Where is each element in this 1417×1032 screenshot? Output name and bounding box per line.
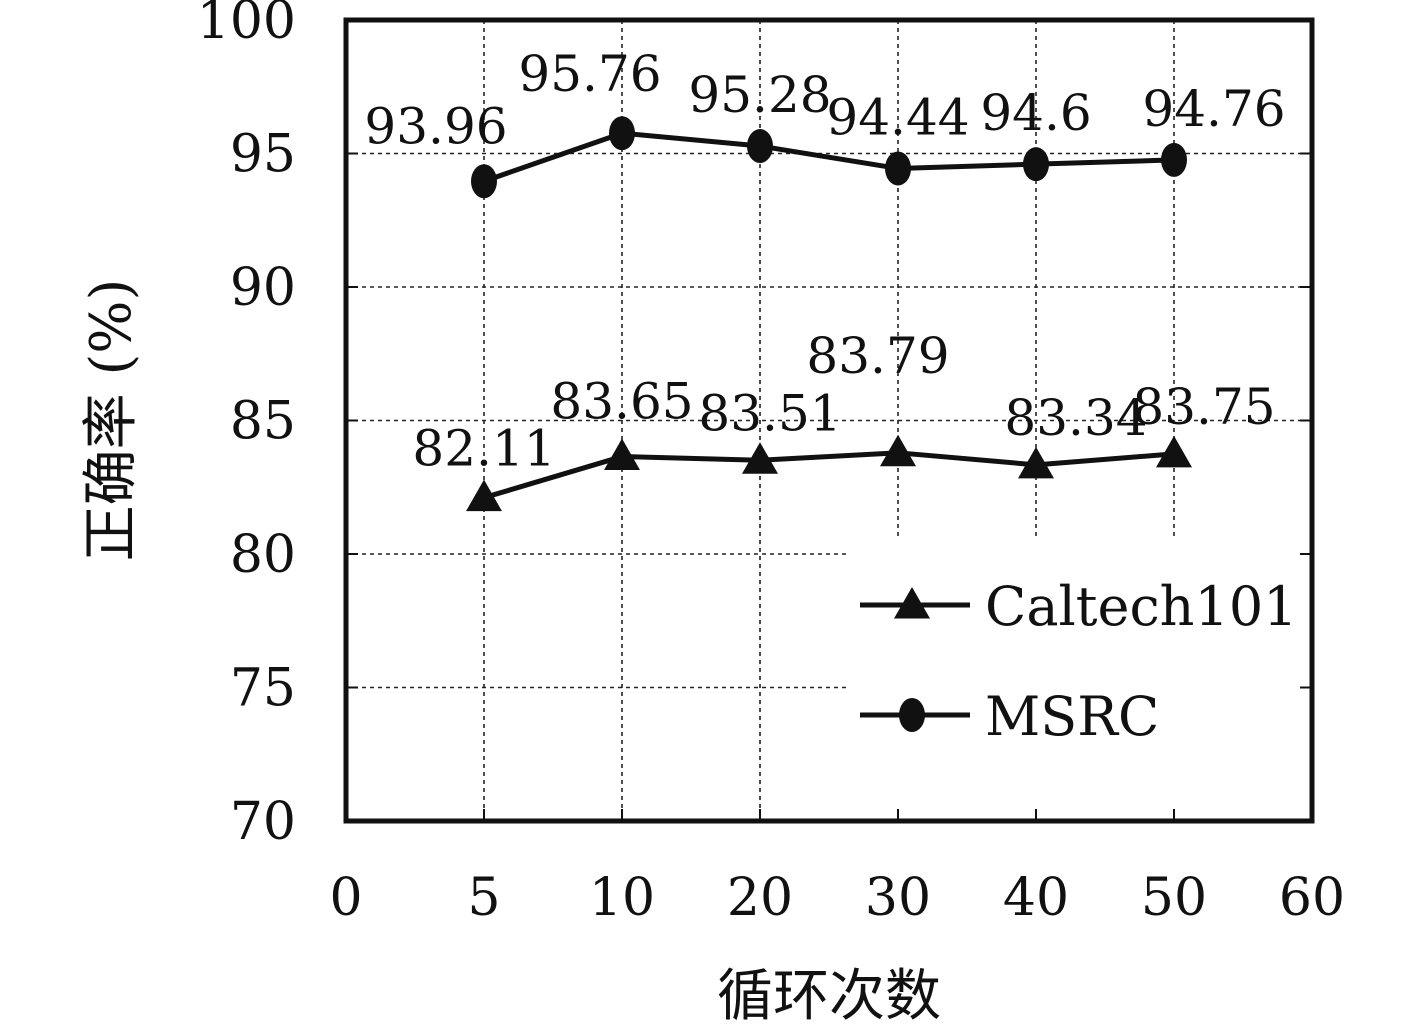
y-tick-label: 90 [230,258,296,318]
legend: Caltech101 MSRC [848,540,1300,760]
data-label-msrc: 95.28 [688,66,831,124]
data-label-caltech101: 83.65 [550,373,693,431]
data-label-msrc: 95.76 [518,45,661,103]
data-label-msrc: 94.76 [1142,80,1285,138]
data-point-msrc [1023,147,1049,182]
x-axis-title: 循环次数 [717,964,941,1029]
x-tick-label: 40 [1003,868,1069,928]
y-tick-label: 70 [230,792,296,852]
data-point-caltech101 [1156,435,1192,468]
x-tick-label: 60 [1279,868,1345,928]
series-layer [466,116,1192,512]
y-tick-label: 100 [197,0,296,51]
data-point-msrc [1161,142,1187,177]
data-label-msrc: 93.96 [364,97,507,155]
data-label-caltech101: 83.79 [806,327,949,385]
x-tick-label: 0 [329,868,362,928]
data-label-caltech101: 83.34 [1004,389,1147,447]
x-tick-label: 50 [1141,868,1207,928]
legend-marker-circle-icon [899,698,925,732]
plot-frame [343,17,1315,824]
data-label-caltech101: 83.75 [1132,378,1275,436]
x-tick-label: 10 [589,868,655,928]
tick-layer: 70 75 80 85 90 95 100 0 5 10 20 30 40 50 60 [197,0,1345,928]
data-point-msrc [471,164,497,199]
data-label-caltech101: 82.11 [412,420,555,478]
data-point-msrc [747,129,773,164]
data-label-caltech101: 83.51 [698,384,841,442]
y-tick-label: 85 [230,392,296,452]
data-point-caltech101 [880,434,916,467]
y-tick-label: 80 [230,525,296,585]
legend-box [848,540,1300,760]
data-point-caltech101 [742,442,778,474]
series-line-msrc [483,130,1175,184]
legend-label-caltech101: Caltech101 [985,575,1298,638]
data-label-msrc: 94.6 [980,84,1091,142]
y-tick-label: 75 [230,659,296,719]
x-tick-label: 5 [467,868,500,928]
y-tick-label: 95 [230,125,296,185]
legend-label-msrc: MSRC [985,685,1159,748]
y-axis-title: 正确率 (%) [79,279,144,562]
data-point-msrc [885,151,911,186]
data-point-caltech101 [604,438,640,471]
legend-marker-triangle-icon [894,587,930,619]
series-line-caltech101 [483,450,1175,501]
data-point-caltech101 [1018,446,1054,479]
data-point-caltech101 [466,479,502,512]
x-tick-label: 30 [865,868,931,928]
x-tick-label: 20 [727,868,793,928]
data-label-msrc: 94.44 [826,88,969,146]
data-point-msrc [609,116,635,151]
